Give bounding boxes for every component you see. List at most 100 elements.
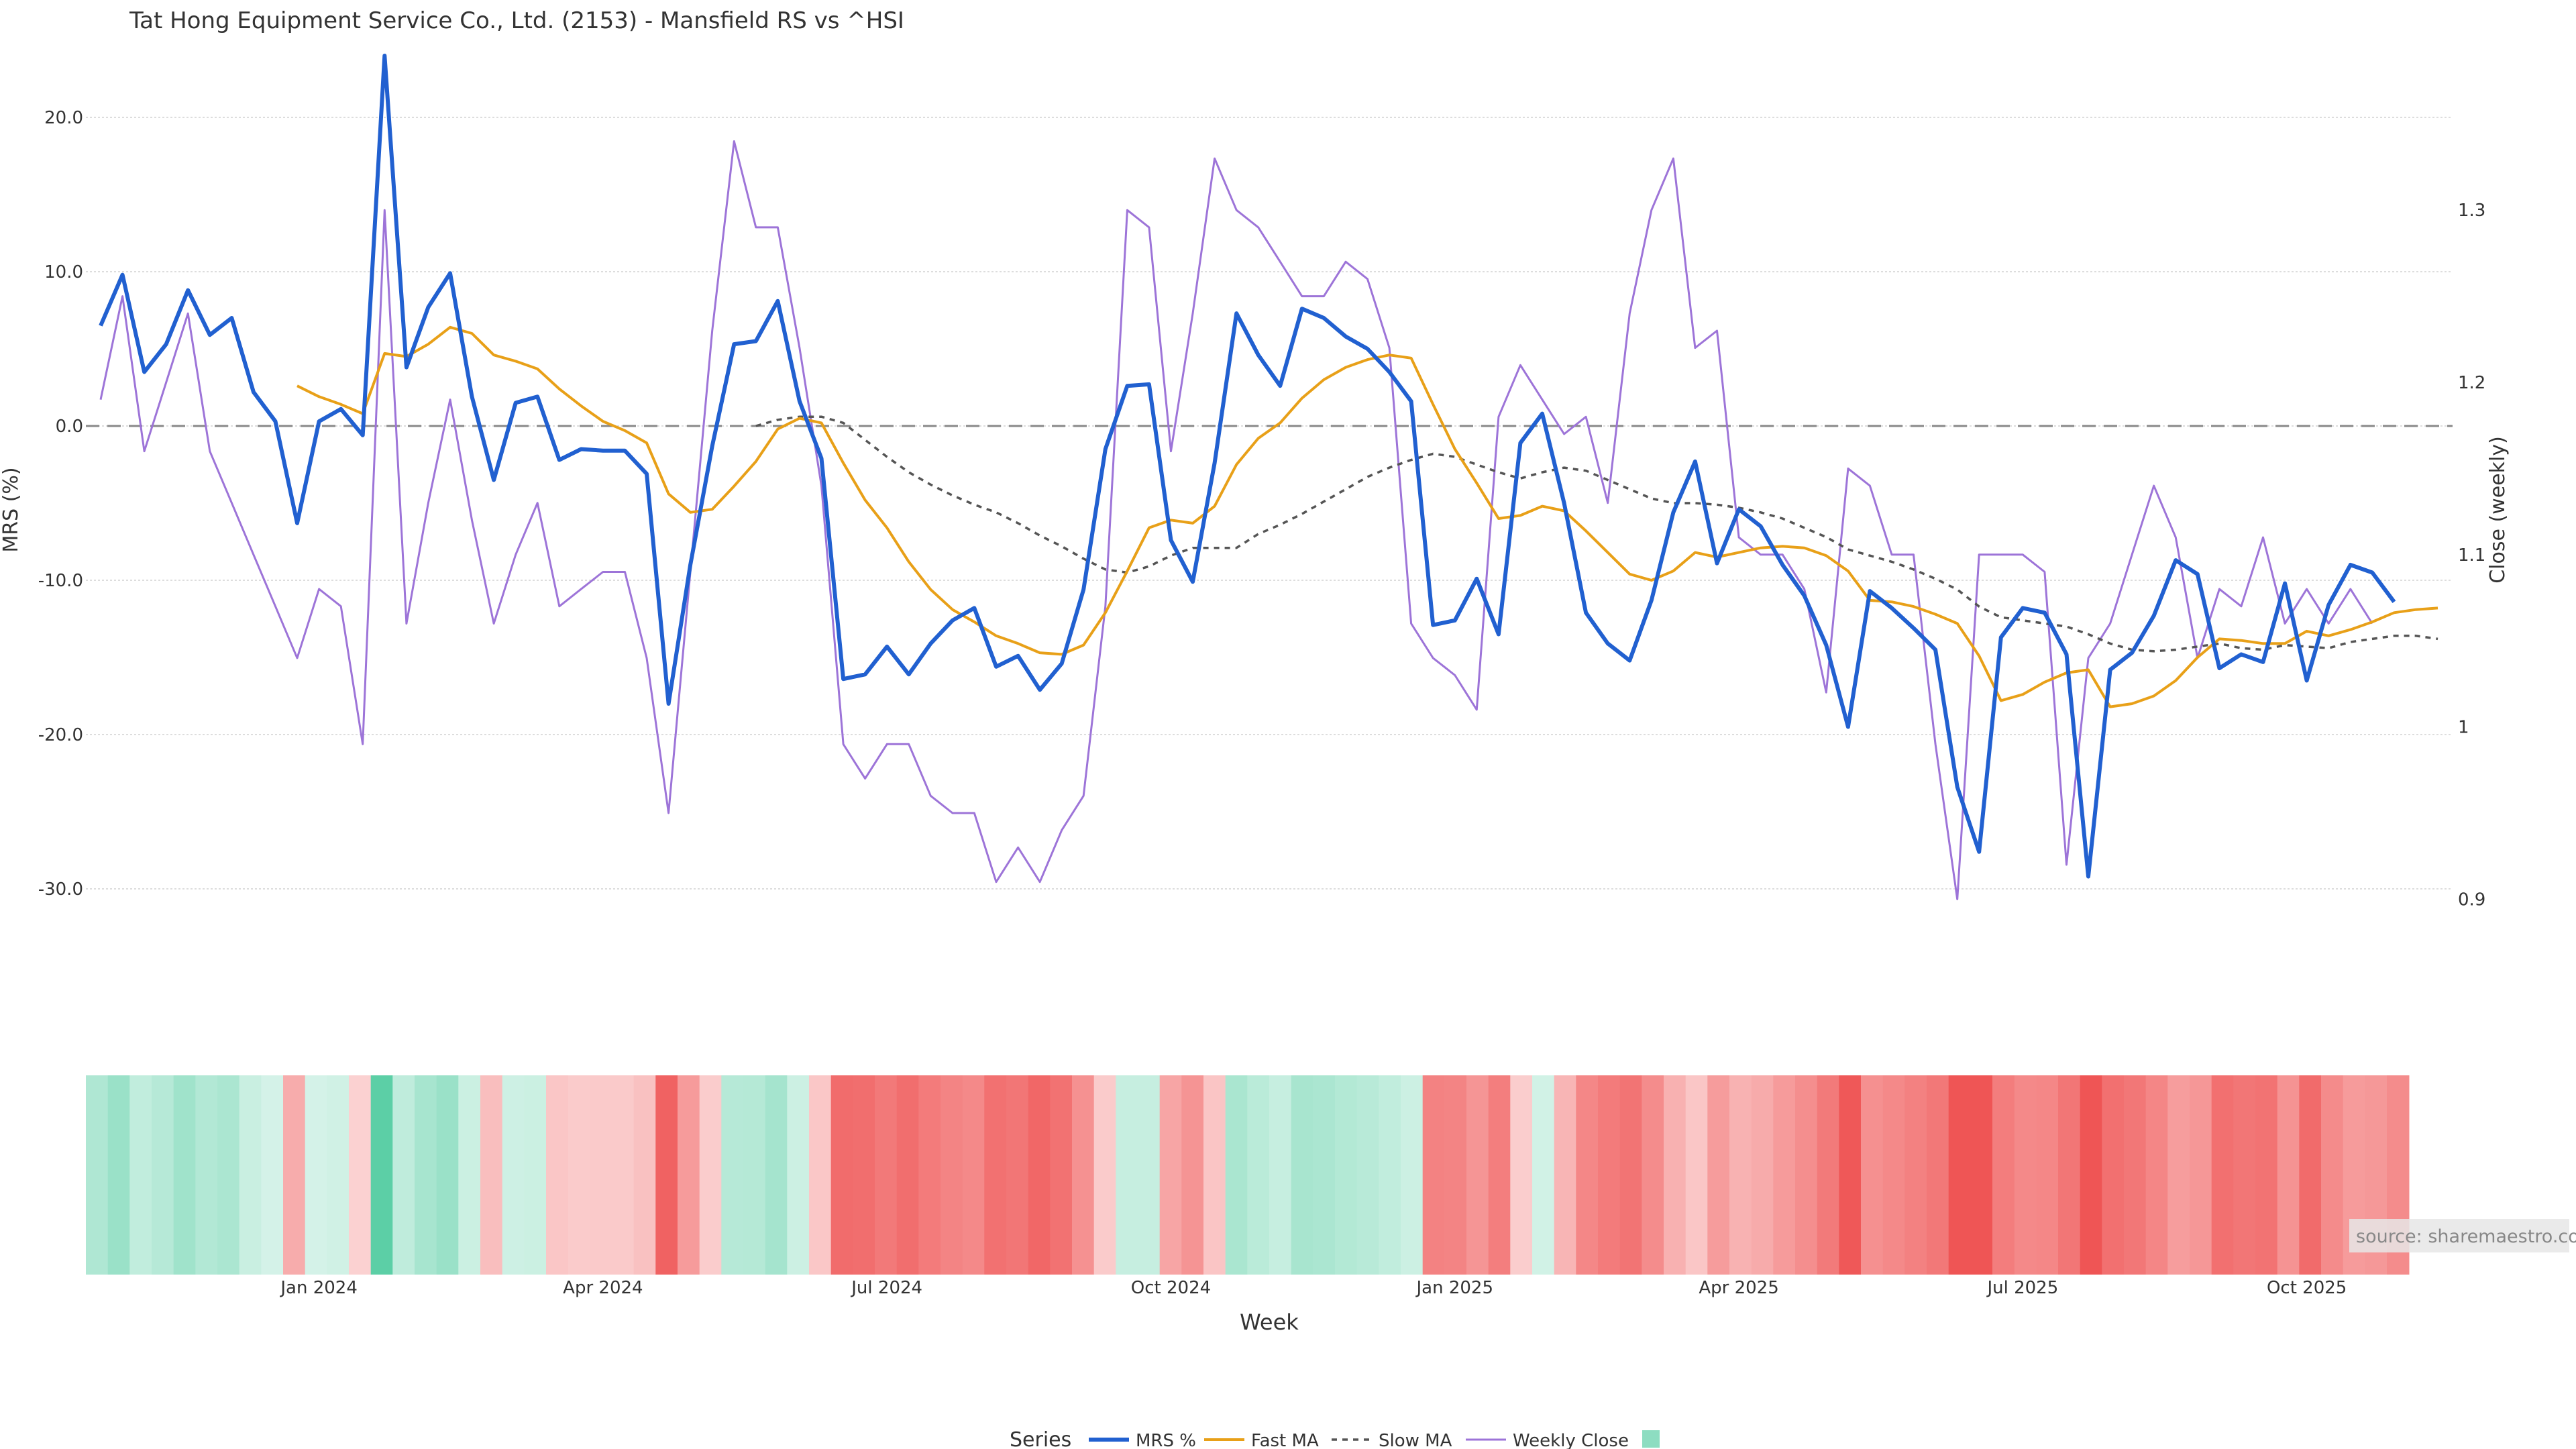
legend: Series MRS % Fast MA Slow MA Weekly Close — [1010, 1428, 1660, 1449]
heatmap-cell — [1247, 1075, 1270, 1275]
heatmap-cell — [1203, 1075, 1226, 1275]
heatmap-cell — [1379, 1075, 1401, 1275]
heatmap-cell — [830, 1075, 854, 1275]
heatmap-cell — [1335, 1075, 1358, 1275]
heatmap-cell — [590, 1075, 612, 1275]
heatmap-cell — [1006, 1075, 1029, 1275]
heatmap-cell — [743, 1075, 766, 1275]
heatmap-cell — [524, 1075, 547, 1275]
y2-tick-label: 1.1 — [2458, 545, 2485, 566]
chart-title: Tat Hong Equipment Service Co., Ltd. (21… — [129, 7, 904, 34]
heatmap-cell — [1839, 1075, 1862, 1275]
heatmap-cell — [107, 1075, 131, 1275]
heatmap-cell — [305, 1075, 328, 1275]
heatmap-cell — [1401, 1075, 1424, 1275]
heatmap-cell — [2080, 1075, 2103, 1275]
heatmap-cell — [480, 1075, 503, 1275]
heatmap-cell — [875, 1075, 898, 1275]
heatmap-cell — [2014, 1075, 2037, 1275]
heatmap-cell — [633, 1075, 657, 1275]
heatmap-cell — [1861, 1075, 1884, 1275]
legend-label: MRS % — [1136, 1431, 1196, 1449]
heatmap-cell — [2167, 1075, 2190, 1275]
y2-tick-label: 1.3 — [2458, 201, 2485, 221]
y-axis-left: 20.0 10.0 0.0 -10.0 -20.0 -30.0 — [38, 108, 83, 900]
heatmap-cell — [2299, 1075, 2322, 1275]
heatmap-cell — [2036, 1075, 2059, 1275]
heatmap-cell — [1510, 1075, 1533, 1275]
heatmap-cell — [1181, 1075, 1204, 1275]
heatmap-cell — [1927, 1075, 1949, 1275]
heatmap-cell — [327, 1075, 350, 1275]
source-badge: source: sharemaestro.com — [2349, 1219, 2576, 1252]
heatmap-cell — [984, 1075, 1007, 1275]
fast-ma-line — [297, 325, 2438, 708]
heatmap-cell — [1356, 1075, 1380, 1275]
heatmap-cell — [2124, 1075, 2147, 1275]
heatmap-cell — [1225, 1075, 1248, 1275]
y2-tick-label: 0.9 — [2458, 890, 2485, 910]
heatmap-cell — [2255, 1075, 2278, 1275]
heatmap-cell — [370, 1075, 394, 1275]
heatmap-cell — [1882, 1075, 1906, 1275]
heatmap-cell — [699, 1075, 722, 1275]
legend-label: Weekly Close — [1513, 1431, 1629, 1449]
heatmap-cell — [1138, 1075, 1161, 1275]
heatmap-cell — [678, 1075, 700, 1275]
x-tick-label: Apr 2024 — [563, 1278, 643, 1298]
x-axis: Jan 2024 Apr 2024 Jul 2024 Oct 2024 Jan 2025… — [279, 1278, 2347, 1298]
heatmap-cell — [2321, 1075, 2344, 1275]
heatmap-cell — [853, 1075, 875, 1275]
heatmap-cell — [2102, 1075, 2125, 1275]
heatmap-legend-swatch — [1642, 1430, 1660, 1448]
weekly-close-line — [99, 140, 2373, 900]
heatmap-cell — [962, 1075, 985, 1275]
y-axis-right: 1.3 1.2 1.1 1 0.9 — [2458, 201, 2485, 910]
heatmap-cell — [1817, 1075, 1840, 1275]
heatmap-cell — [1598, 1075, 1621, 1275]
legend-label: Fast MA — [1251, 1431, 1319, 1449]
heatmap-cell — [1050, 1075, 1073, 1275]
heatmap-cell — [173, 1075, 197, 1275]
heatmap-cell — [655, 1075, 678, 1275]
legend-label: Slow MA — [1379, 1431, 1452, 1449]
x-tick-label: Jul 2024 — [850, 1278, 922, 1298]
heatmap-cell — [458, 1075, 481, 1275]
heatmap-cell — [765, 1075, 788, 1275]
heatmap-cell — [1116, 1075, 1138, 1275]
heatmap-cell — [1093, 1075, 1117, 1275]
heatmap-cell — [1664, 1075, 1686, 1275]
heatmap-cell — [1159, 1075, 1183, 1275]
heatmap-cell — [217, 1075, 240, 1275]
heatmap-cell — [1970, 1075, 1993, 1275]
heatmap-cell — [1642, 1075, 1664, 1275]
heatmap-cell — [349, 1075, 372, 1275]
slow-ma-line — [755, 415, 2438, 653]
y-axis-label: MRS (%) — [0, 467, 23, 552]
heatmap-cell — [568, 1075, 591, 1275]
heatmap-cell — [1313, 1075, 1336, 1275]
heatmap-cell — [896, 1075, 920, 1275]
heatmap-cell — [1072, 1075, 1095, 1275]
heatmap-cell — [1707, 1075, 1730, 1275]
heatmap-cell — [1948, 1075, 1972, 1275]
heatmap-cell — [612, 1075, 635, 1275]
x-tick-label: Jul 2025 — [1986, 1278, 2058, 1298]
heatmap-cell — [129, 1075, 152, 1275]
x-axis-label: Week — [1240, 1309, 1299, 1335]
heatmap-cell — [2233, 1075, 2256, 1275]
heatmap-cell — [1532, 1075, 1555, 1275]
heatmap-cell — [546, 1075, 569, 1275]
heatmap-cell — [1619, 1075, 1643, 1275]
heatmap-cell — [261, 1075, 284, 1275]
x-tick-label: Jan 2025 — [1415, 1278, 1494, 1298]
heatmap-cell — [1028, 1075, 1051, 1275]
source-label: source: sharemaestro.com — [2356, 1226, 2576, 1247]
y-tick-label: 10.0 — [44, 262, 83, 282]
x-tick-label: Oct 2024 — [1131, 1278, 1211, 1298]
heatmap-cell — [2058, 1075, 2081, 1275]
y-tick-label: -20.0 — [38, 725, 83, 745]
heatmap-cell — [941, 1075, 963, 1275]
heatmap-cell — [1488, 1075, 1511, 1275]
